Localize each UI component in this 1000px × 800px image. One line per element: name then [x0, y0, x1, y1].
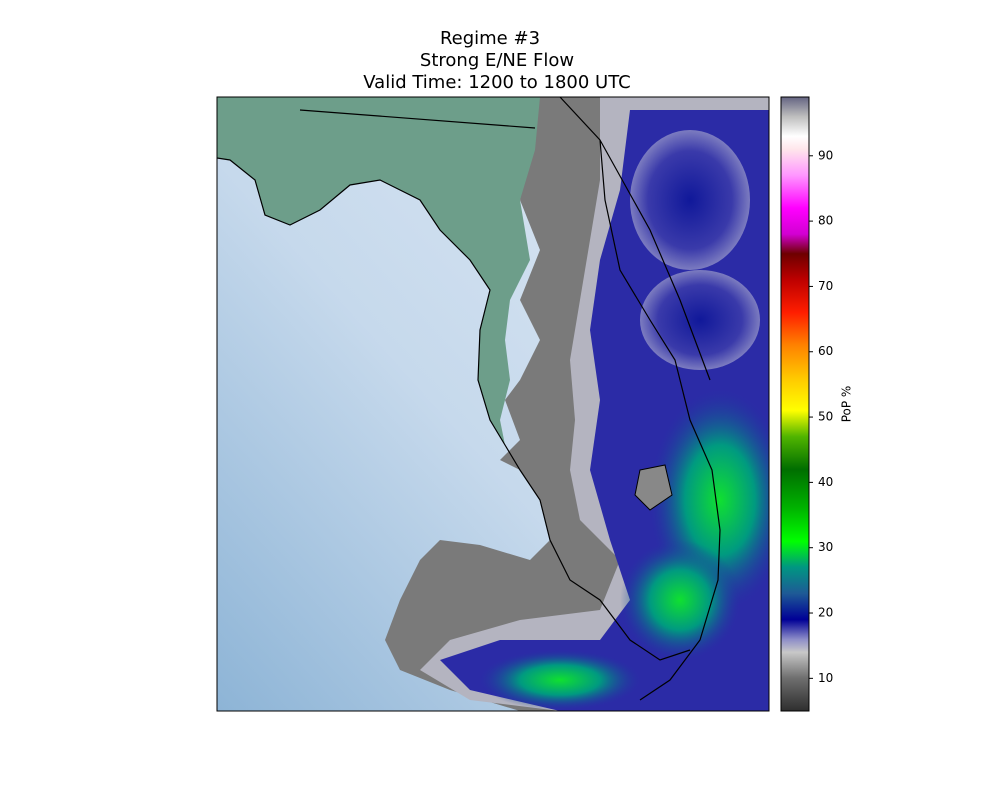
colorbar-tick-label: 80	[818, 214, 833, 228]
map	[217, 97, 769, 711]
colorbar-tick-label: 50	[818, 410, 833, 424]
colorbar-tick-label: 40	[818, 475, 833, 489]
colorbar-tick-label: 90	[818, 148, 833, 162]
colorbar-tick-label: 70	[818, 279, 833, 293]
title: Regime #3	[440, 28, 540, 49]
subtitle: Valid Time: 1200 to 1800 UTC	[363, 72, 630, 93]
colorbar-label: PoP %	[840, 386, 854, 423]
map-frame	[216, 96, 770, 712]
subtitle: Strong E/NE Flow	[420, 50, 574, 71]
colorbar-tick-label: 10	[818, 671, 833, 685]
colorbar-tick-label: 30	[818, 540, 833, 554]
colorbar-tick-label: 60	[818, 344, 833, 358]
colorbar-tick-label: 20	[818, 606, 833, 620]
colorbar	[780, 96, 810, 712]
